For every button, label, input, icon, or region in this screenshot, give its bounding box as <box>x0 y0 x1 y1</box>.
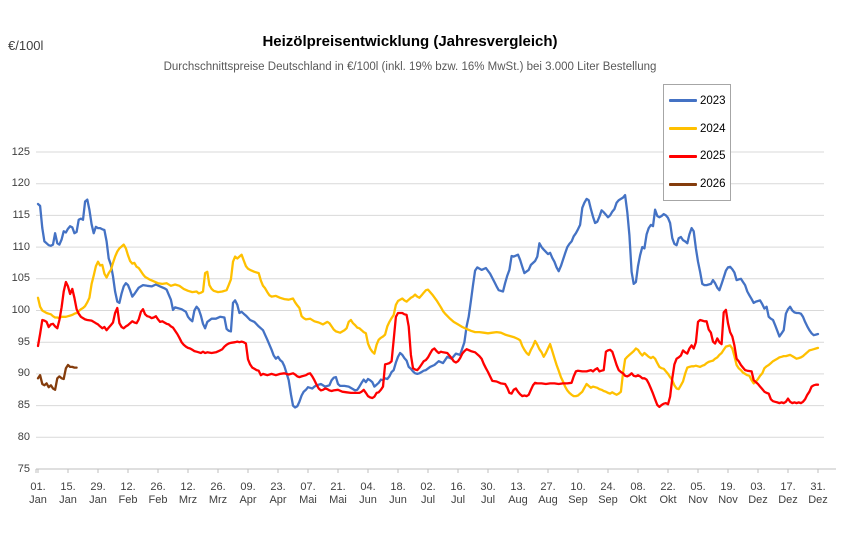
series-line-2024 <box>36 243 820 398</box>
x-axis-tick-label: 08. Okt <box>629 481 647 506</box>
x-axis-tick-label: 19. Nov <box>718 481 738 506</box>
y-axis-tick-label: 115 <box>12 208 30 221</box>
y-axis-tick-label: 105 <box>11 272 30 285</box>
x-axis-tick-label: 10. Sep <box>568 481 588 506</box>
legend-item-2024: 2024 <box>664 123 730 135</box>
y-axis-tick-label: 110 <box>12 240 30 253</box>
x-axis-tick-label: 12. Feb <box>118 481 138 506</box>
x-axis-tick-label: 07. Mai <box>299 481 317 506</box>
x-axis-tick-label: 29. Jan <box>89 481 107 506</box>
legend-label: 2023 <box>700 94 726 107</box>
series-line-2023 <box>36 193 820 409</box>
x-axis-tick-label: 21. Mai <box>329 481 347 506</box>
y-axis-tick-label: 85 <box>17 399 30 412</box>
x-axis-tick-label: 22. Okt <box>659 481 677 506</box>
x-axis-tick-label: 01. Jan <box>29 481 47 506</box>
series-line-2026 <box>36 363 78 391</box>
y-axis-tick-label: 100 <box>11 304 30 316</box>
legend: 2023 2024 2025 2026 <box>663 84 731 201</box>
x-axis-tick-label: 04. Jun <box>359 481 377 506</box>
legend-swatch-2023 <box>669 99 697 103</box>
y-axis-tick-label: 80 <box>17 430 30 443</box>
legend-swatch-2025 <box>669 154 697 158</box>
x-axis-tick-label: 02. Jul <box>420 481 436 506</box>
y-axis-tick-label: 90 <box>17 367 30 380</box>
x-axis-tick-label: 26. Feb <box>148 481 168 506</box>
y-axis-tick-label: 95 <box>17 335 30 348</box>
legend-item-2025: 2025 <box>664 150 730 162</box>
x-axis-tick-label: 09. Apr <box>239 481 257 506</box>
legend-swatch-2024 <box>669 127 697 131</box>
legend-label: 2026 <box>700 178 726 191</box>
x-axis-tick-label: 30. Jul <box>480 481 496 506</box>
x-axis-tick-label: 13. Aug <box>508 481 528 506</box>
legend-item-2026: 2026 <box>664 178 730 190</box>
y-axis-tick-label: 120 <box>11 177 30 190</box>
x-axis-tick-label: 24. Sep <box>598 481 618 506</box>
x-axis-tick-label: 12. Mrz <box>178 481 198 506</box>
x-axis-tick-label: 05. Nov <box>688 481 708 506</box>
x-axis-tick-label: 26. Mrz <box>208 481 228 506</box>
chart-title: Heizölpreisentwicklung (Jahresvergleich) <box>262 33 558 50</box>
x-axis-tick-label: 16. Jul <box>450 481 466 506</box>
legend-label: 2024 <box>700 122 726 135</box>
legend-label: 2025 <box>700 150 726 163</box>
y-axis-tick-label: 75 <box>17 462 30 475</box>
y-axis-tick-label: 125 <box>11 145 30 158</box>
x-axis-tick-label: 18. Jun <box>389 481 407 506</box>
x-axis-tick-label: 17. Dez <box>778 481 798 506</box>
legend-swatch-2026 <box>669 182 697 186</box>
x-axis-tick-label: 23. Apr <box>269 481 287 506</box>
y-axis-unit-label: €/100l <box>8 38 44 53</box>
chart-subtitle: Durchschnittspreise Deutschland in €/100… <box>163 61 657 73</box>
legend-item-2023: 2023 <box>664 95 730 107</box>
x-axis-tick-label: 31. Dez <box>808 481 828 506</box>
series-line-2025 <box>36 280 820 409</box>
x-axis-tick-label: 03. Dez <box>748 481 768 506</box>
x-axis-tick-label: 15. Jan <box>59 481 77 506</box>
x-axis-tick-label: 27. Aug <box>538 481 558 506</box>
